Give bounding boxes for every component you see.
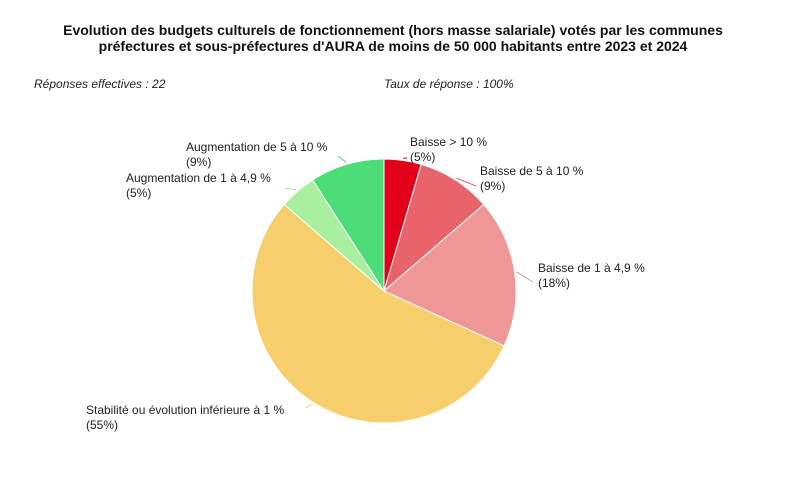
slice-label: Augmentation de 1 à 4,9 % (5%) [126,171,271,200]
slice-labels: Baisse > 10 % (5%)Baisse de 5 à 10 % (9%) B… [86,135,645,432]
pie-slice [383,203,517,347]
response-rate: Taux de réponse : 100% [384,77,514,91]
pie-slice [251,203,505,424]
leader-line [284,187,297,191]
slice-label: Stabilité ou évolution inférieure à 1 %(… [86,403,284,432]
chart-title: Evolution des budgets culturels de fonct… [0,22,786,54]
responses-count: Réponses effectives : 22 [34,77,166,91]
leader-line [456,177,477,187]
chart-title-line-1: Evolution des budgets culturels de fonct… [63,22,723,38]
leader-lines [284,155,534,409]
leader-line [337,155,347,163]
pie-slices [251,158,517,424]
slice-label: Baisse > 10 % (5%) [410,135,487,164]
pie-slice [311,158,385,293]
leader-line [516,271,534,283]
chart-title-line-2: préfectures et sous-préfectures d'AURA d… [98,38,688,54]
slice-label: Baisse de 5 à 10 % (9%) [480,164,584,193]
slice-label: Baisse de 1 à 4,9 % (18%) [538,261,645,290]
slice-label: Augmentation de 5 à 10 % (9%) [186,140,328,169]
leader-line [305,403,312,409]
